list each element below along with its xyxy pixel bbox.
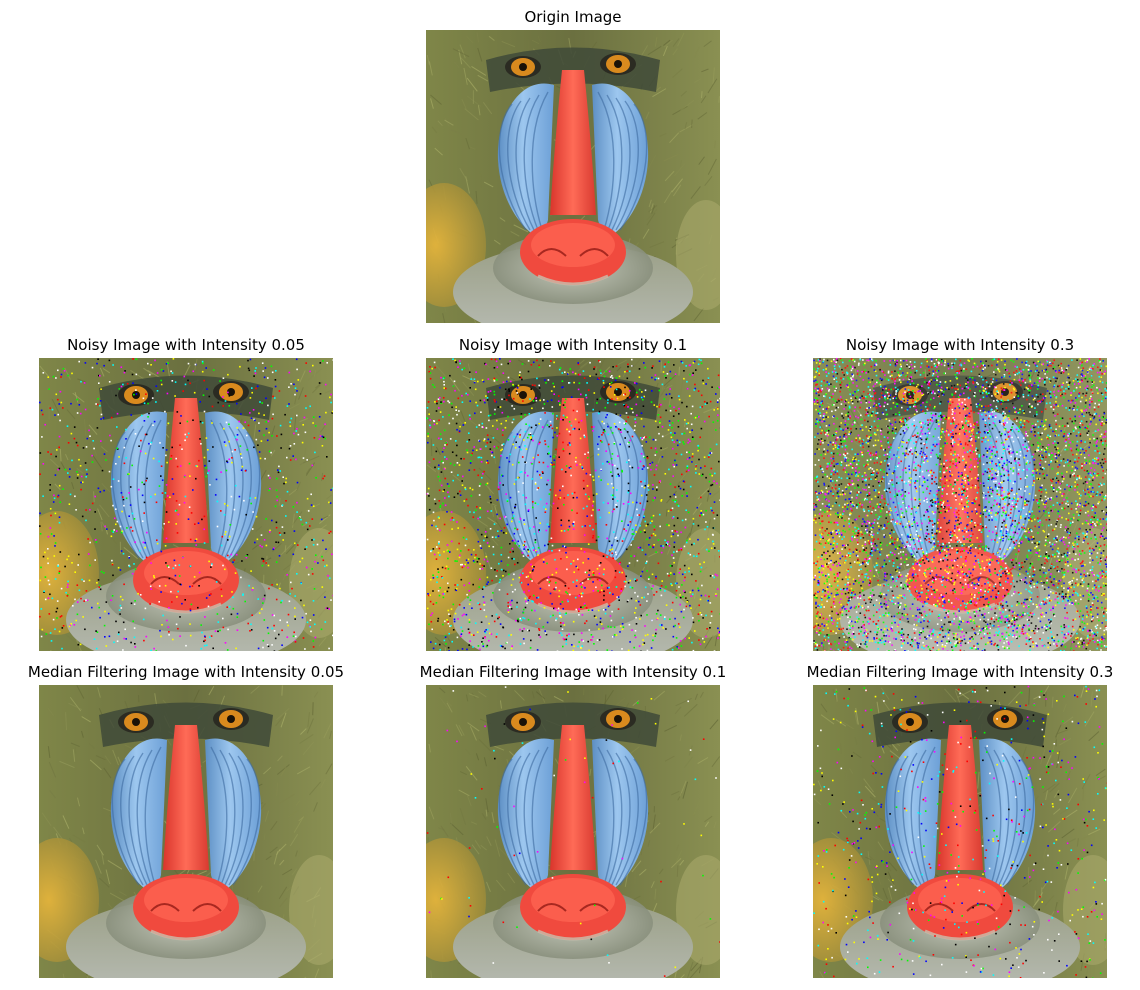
panel-title: Median Filtering Image with Intensity 0.… <box>366 661 780 683</box>
median-filtered-image <box>813 685 1107 978</box>
panel-title: Noisy Image with Intensity 0.1 <box>366 334 780 356</box>
panel-title: Noisy Image with Intensity 0.3 <box>753 334 1140 356</box>
noisy-image <box>426 358 720 651</box>
noisy-image <box>813 358 1107 651</box>
panel-title: Median Filtering Image with Intensity 0.… <box>753 661 1140 683</box>
noisy-image <box>39 358 333 651</box>
panel-title: Origin Image <box>366 6 780 28</box>
median-filtered-image <box>39 685 333 978</box>
panel-title: Noisy Image with Intensity 0.05 <box>0 334 393 356</box>
median-filtered-image <box>426 685 720 978</box>
panel-title: Median Filtering Image with Intensity 0.… <box>0 661 393 683</box>
baboon-image <box>426 30 720 323</box>
